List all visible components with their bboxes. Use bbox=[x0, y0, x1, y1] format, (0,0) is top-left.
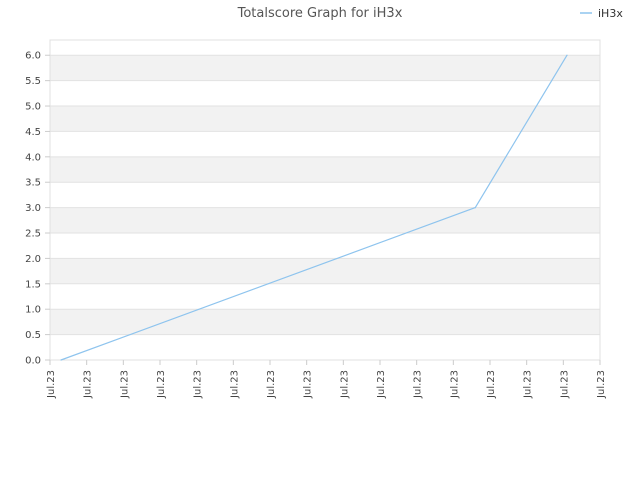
y-tick-label: 6.0 bbox=[25, 51, 41, 62]
legend-label-ih3x: iH3x bbox=[598, 7, 623, 20]
x-tick-label: Jul.23 bbox=[486, 370, 497, 399]
x-tick-label: Jul.23 bbox=[266, 370, 277, 399]
x-tick-label: Jul.23 bbox=[46, 370, 57, 399]
y-tick-label: 2.0 bbox=[25, 254, 41, 265]
x-tick-label: Jul.23 bbox=[523, 370, 534, 399]
x-tick-label: Jul.23 bbox=[156, 370, 167, 399]
y-tick-label: 5.5 bbox=[25, 76, 41, 87]
grid-band bbox=[50, 258, 600, 284]
y-tick-label: 3.5 bbox=[25, 178, 41, 189]
y-axis: 0.0 0.5 1.0 1.5 2.0 2.5 3.0 3.5 4.0 4.5 5.0 5.5 6.0 bbox=[25, 51, 50, 367]
y-tick-label: 3.0 bbox=[25, 203, 41, 214]
y-tick-label: 1.0 bbox=[25, 305, 41, 316]
legend[interactable]: iH3x bbox=[580, 7, 623, 20]
x-tick-label: Jul.23 bbox=[376, 370, 387, 399]
y-tick-label: 0.0 bbox=[25, 356, 41, 367]
grid-band bbox=[50, 207, 600, 234]
y-tick-label: 0.5 bbox=[25, 330, 41, 341]
x-tick-label: Jul.23 bbox=[449, 370, 460, 399]
x-axis: Jul.23 Jul.23 Jul.23 Jul.23 Jul.23 Jul.23 Jul.… bbox=[46, 360, 607, 399]
x-tick-label: Jul.23 bbox=[229, 370, 240, 399]
chart-title: Totalscore Graph for iH3x bbox=[237, 6, 403, 21]
data-point bbox=[566, 54, 568, 56]
x-tick-label: Jul.23 bbox=[339, 370, 350, 399]
grid-band bbox=[50, 106, 600, 132]
y-tick-label: 2.5 bbox=[25, 229, 41, 240]
x-tick-label: Jul.23 bbox=[303, 370, 314, 399]
x-tick-label: Jul.23 bbox=[119, 370, 130, 399]
x-tick-label: Jul.23 bbox=[83, 370, 94, 399]
y-tick-label: 4.0 bbox=[25, 152, 41, 163]
x-tick-label: Jul.23 bbox=[559, 370, 570, 399]
x-tick-label: Jul.23 bbox=[413, 370, 424, 399]
series-layer bbox=[60, 54, 568, 361]
grid-band bbox=[50, 55, 600, 81]
x-tick-label: Jul.23 bbox=[596, 370, 607, 399]
grid-band bbox=[50, 309, 600, 335]
y-tick-label: 5.0 bbox=[25, 102, 41, 113]
data-point bbox=[474, 207, 476, 209]
x-tick-label: Jul.23 bbox=[193, 370, 204, 399]
plot-border bbox=[49, 39, 601, 361]
y-tick-label: 4.5 bbox=[25, 127, 41, 138]
grid-lines bbox=[50, 54, 600, 361]
grid-band bbox=[50, 156, 600, 183]
y-tick-label: 1.5 bbox=[25, 279, 41, 290]
data-point bbox=[60, 359, 62, 361]
grid-bands bbox=[50, 55, 600, 335]
